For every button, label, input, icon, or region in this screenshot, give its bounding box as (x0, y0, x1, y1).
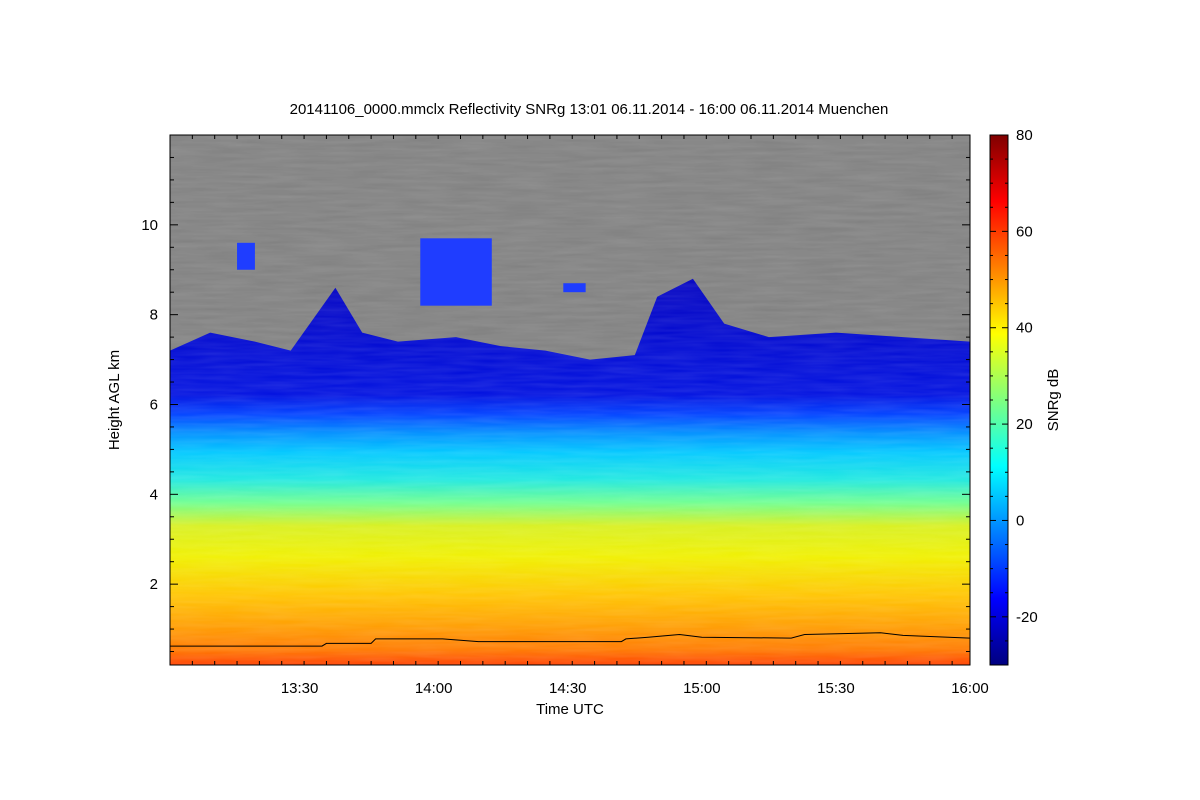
x-tick-label: 14:30 (549, 680, 587, 697)
y-tick-label: 4 (150, 486, 158, 503)
echo-texture (170, 135, 970, 665)
y-tick-label: 10 (141, 217, 158, 234)
colorbar-tick-label: 80 (1016, 127, 1033, 144)
cloud-patch (237, 242, 255, 270)
boundary-layer-line (170, 632, 970, 647)
chart-title: 20141106_0000.mmclx Reflectivity SNRg 13… (290, 101, 889, 118)
cloud-patch (420, 238, 492, 306)
x-tick-label: 15:00 (683, 680, 721, 697)
x-tick-label: 15:30 (817, 680, 855, 697)
x-tick-label: 16:00 (951, 680, 989, 697)
y-tick-label: 6 (150, 396, 158, 413)
y-tick-label: 8 (150, 307, 158, 324)
colorbar-tick-label: 20 (1016, 416, 1033, 433)
colorbar-tick-label: -20 (1016, 609, 1038, 626)
y-axis-label: Height AGL km (106, 350, 123, 450)
y-tick-label: 2 (150, 576, 158, 593)
x-tick-label: 13:30 (281, 680, 319, 697)
colorbar-label: SNRg dB (1045, 369, 1062, 432)
colorbar-tick-label: 0 (1016, 512, 1024, 529)
x-tick-label: 14:00 (415, 680, 453, 697)
plot-frame (169, 134, 971, 666)
cloud-patch (563, 283, 586, 293)
x-axis-label: Time UTC (536, 701, 604, 718)
colorbar-tick-label: 60 (1016, 223, 1033, 240)
colorbar-tick-label: 40 (1016, 320, 1033, 337)
